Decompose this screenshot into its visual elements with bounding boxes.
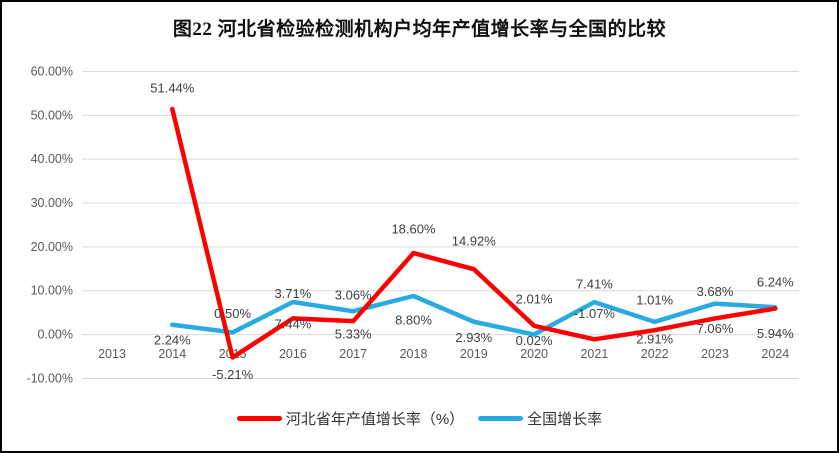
y-axis-label: 40.00% xyxy=(31,152,73,166)
y-axis-label: 10.00% xyxy=(31,284,73,298)
hebei-data-label: 1.01% xyxy=(636,293,673,308)
x-axis-label: 2016 xyxy=(279,347,307,361)
x-axis-label: 2018 xyxy=(400,347,428,361)
y-axis-label: 0.00% xyxy=(38,328,73,342)
hebei-legend-label: 河北省年产值增长率（%） xyxy=(285,411,465,428)
hebei-data-label: 18.60% xyxy=(391,222,436,237)
hebei-data-label: 3.68% xyxy=(697,284,734,299)
hebei-legend-swatch-icon xyxy=(236,415,282,422)
hebei-data-label: 3.06% xyxy=(335,288,372,303)
x-axis-label: 2022 xyxy=(641,347,669,361)
hebei-data-label: 2.01% xyxy=(516,291,553,306)
national-data-label: 6.24% xyxy=(757,275,794,290)
national-data-label: 7.41% xyxy=(576,277,613,292)
y-axis-label: 50.00% xyxy=(31,108,73,122)
chart-title: 图22 河北省检验检测机构户均年产值增长率与全国的比较 xyxy=(172,19,667,40)
y-axis-label: 60.00% xyxy=(31,64,73,78)
legend-item-national: 全国增长率 xyxy=(478,408,602,429)
x-axis-label: 2023 xyxy=(701,347,729,361)
x-axis-label: 2021 xyxy=(580,347,608,361)
y-axis-label: 30.00% xyxy=(31,196,73,210)
y-axis-label: -10.00% xyxy=(26,371,73,385)
hebei-data-label: 14.92% xyxy=(452,234,497,249)
national-legend-label: 全国增长率 xyxy=(527,411,603,428)
national-data-label: 5.33% xyxy=(335,327,372,342)
national-data-label: 0.50% xyxy=(214,306,251,321)
x-axis-label: 2014 xyxy=(158,347,186,361)
national-data-label: 2.91% xyxy=(636,331,673,346)
national-line-series xyxy=(170,293,778,337)
hebei-data-label: 3.71% xyxy=(274,286,311,301)
national-data-label: 2.24% xyxy=(154,332,191,347)
national-legend-swatch-icon xyxy=(478,415,524,422)
national-data-label: 0.02% xyxy=(516,333,553,348)
x-axis-label: 2017 xyxy=(339,347,367,361)
y-axis-label: 20.00% xyxy=(31,240,73,254)
hebei-data-label: 51.44% xyxy=(150,80,195,95)
x-axis-label: 2019 xyxy=(460,347,488,361)
national-data-label: 8.80% xyxy=(395,313,432,328)
x-axis-label: 2024 xyxy=(761,347,789,361)
legend-item-hebei: 河北省年产值增长率（%） xyxy=(236,408,465,429)
x-axis-label: 2013 xyxy=(98,347,126,361)
hebei-data-label: -1.07% xyxy=(574,306,616,321)
national-data-label: 7.44% xyxy=(274,316,311,331)
hebei-data-label: 5.94% xyxy=(757,326,794,341)
national-data-label: 7.06% xyxy=(697,321,734,336)
hebei-data-label: -5.21% xyxy=(212,367,254,382)
national-data-label: 2.93% xyxy=(455,330,492,345)
x-axis-label: 2020 xyxy=(520,347,548,361)
hebei-line-series xyxy=(170,106,778,360)
chart-legend: 河北省年产值增长率（%） 全国增长率 xyxy=(2,408,837,429)
